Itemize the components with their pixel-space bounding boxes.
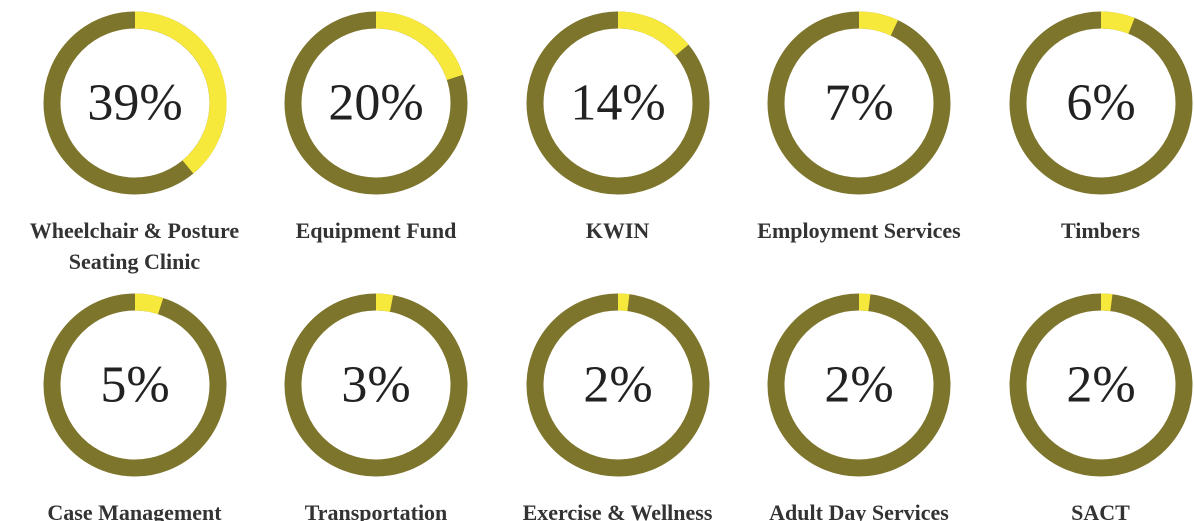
percent-label: 7%	[824, 75, 893, 132]
donut-arc	[617, 293, 629, 312]
donut-cell: 14% KWIN	[497, 3, 738, 243]
category-label: Equipment Fund	[295, 218, 457, 243]
category-label: Wheelchair & Posture Seating Clinic	[29, 218, 240, 274]
donut: 6%	[1009, 11, 1192, 195]
percent-label: 39%	[87, 75, 182, 132]
donut: 5%	[43, 293, 226, 477]
percent-label: 2%	[583, 357, 652, 414]
donut-cell: 39% Wheelchair & Posture Seating Clinic	[14, 3, 255, 274]
category-label: KWIN	[585, 218, 650, 243]
donut-arc	[134, 11, 226, 174]
donut-cell: 20% Equipment Fund	[256, 3, 497, 243]
percent-label: 5%	[100, 357, 169, 414]
donut-arc	[617, 11, 688, 56]
category-label: Timbers	[1060, 218, 1141, 243]
donut: 2%	[526, 293, 709, 477]
donut-arc	[1100, 11, 1135, 34]
donut-cell: 2% Exercise & Wellness	[497, 285, 738, 521]
donut-cell: 7% Employment Services	[739, 3, 980, 243]
donut-cell: 3% Transportation	[256, 285, 497, 521]
donut: 7%	[767, 11, 951, 195]
donut-arc	[134, 293, 163, 315]
donut-cell: 5% Case Management	[14, 285, 255, 521]
percent-label: 2%	[1066, 357, 1135, 414]
category-label: SACT	[1071, 500, 1130, 521]
category-label: Adult Day Services	[769, 500, 949, 521]
donut: 39%	[43, 11, 226, 195]
donut-cell: 2% Adult Day Services	[739, 285, 980, 521]
category-label: Exercise & Wellness	[522, 500, 713, 521]
donut-cell: 6% Timbers	[980, 3, 1194, 243]
donut: 14%	[526, 11, 709, 195]
donut-arc	[375, 11, 464, 81]
category-label: Case Management	[47, 500, 222, 521]
category-label: Transportation	[304, 500, 448, 521]
donut-cell: 2% SACT	[980, 285, 1194, 521]
percent-label: 6%	[1066, 75, 1135, 132]
percent-label: 14%	[570, 75, 665, 132]
donut: 2%	[1009, 293, 1192, 477]
donut: 20%	[284, 11, 468, 195]
percent-label: 3%	[341, 357, 410, 414]
donut-arc	[858, 293, 871, 312]
percent-label: 2%	[824, 357, 893, 414]
percent-label: 20%	[328, 75, 423, 132]
donut-arc	[1100, 293, 1112, 312]
donut-arc	[375, 293, 394, 312]
donut: 2%	[767, 293, 951, 477]
donut: 3%	[284, 293, 468, 477]
category-label: Employment Services	[757, 218, 961, 243]
donut-arc	[858, 11, 898, 36]
